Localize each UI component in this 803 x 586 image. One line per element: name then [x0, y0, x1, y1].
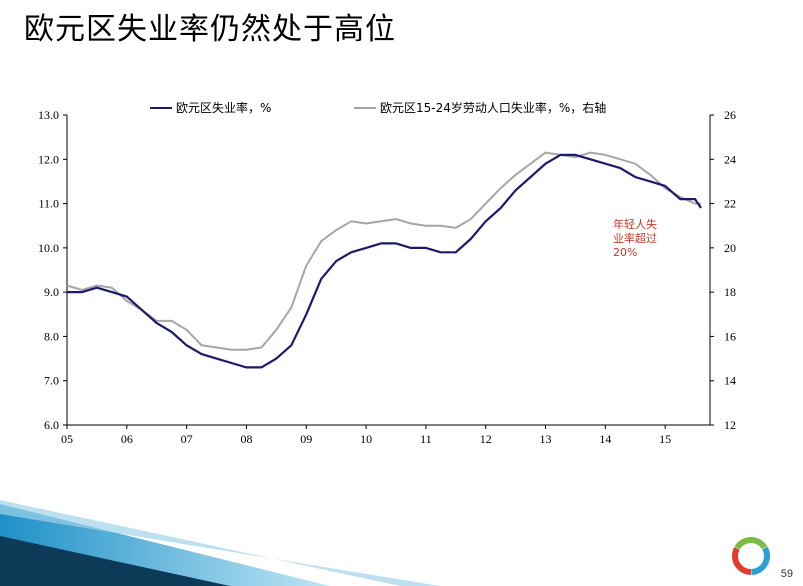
- y-right-tick-label: 26: [724, 108, 736, 122]
- series-line-eurozone-unemployment: [67, 153, 702, 369]
- x-tick-label: 09: [300, 432, 312, 446]
- x-tick-label: 14: [599, 432, 611, 446]
- y-left-tick-label: 9.0: [44, 285, 59, 299]
- y-right-tick-label: 22: [724, 197, 736, 211]
- bottom-decoration: [0, 500, 440, 586]
- x-tick-label: 13: [540, 432, 552, 446]
- y-left-tick-label: 10.0: [38, 241, 59, 255]
- legend-label: 欧元区失业率，%: [176, 100, 271, 115]
- x-tick-label: 10: [360, 432, 372, 446]
- x-tick-label: 15: [659, 432, 671, 446]
- slide-title: 欧元区失业率仍然处于高位: [24, 12, 396, 47]
- y-right-tick-label: 24: [724, 152, 736, 166]
- y-left-tick-label: 11.0: [38, 197, 59, 211]
- y-left-tick-label: 8.0: [44, 329, 59, 343]
- x-tick-label: 08: [240, 432, 252, 446]
- annotation-text: 20%: [613, 246, 637, 259]
- legend-label: 欧元区15-24岁劳动人口失业率，%，右轴: [380, 100, 606, 115]
- company-logo: [732, 537, 770, 575]
- chart-axes: 6.0 7.0 8.0 9.0 10.0 11.0 12.0 13.0 12 14 16 18 20 22…: [38, 108, 736, 446]
- y-left-tick-label: 7.0: [44, 374, 59, 388]
- y-left-tick-label: 12.0: [38, 152, 59, 166]
- y-right-tick-label: 14: [724, 374, 736, 388]
- y-left-tick-label: 13.0: [38, 108, 59, 122]
- x-tick-label: 05: [61, 432, 73, 446]
- y-right-tick-label: 12: [724, 418, 736, 432]
- y-right-tick-label: 16: [724, 329, 736, 343]
- x-tick-label: 12: [480, 432, 492, 446]
- chart-series: [66, 151, 702, 369]
- y-right-tick-label: 20: [724, 241, 736, 255]
- y-left-tick-label: 6.0: [44, 418, 59, 432]
- chart-legend: 欧元区失业率，% 欧元区15-24岁劳动人口失业率，%，右轴: [150, 100, 606, 115]
- annotation-text: 年轻人失: [613, 217, 657, 231]
- annotation-text: 业率超过: [613, 231, 657, 245]
- y-right-tick-label: 18: [724, 285, 736, 299]
- page-number: 59: [780, 568, 793, 580]
- x-tick-label: 06: [121, 432, 133, 446]
- series-line-youth-unemployment: [66, 151, 701, 351]
- x-tick-label: 11: [420, 432, 432, 446]
- x-tick-label: 07: [181, 432, 193, 446]
